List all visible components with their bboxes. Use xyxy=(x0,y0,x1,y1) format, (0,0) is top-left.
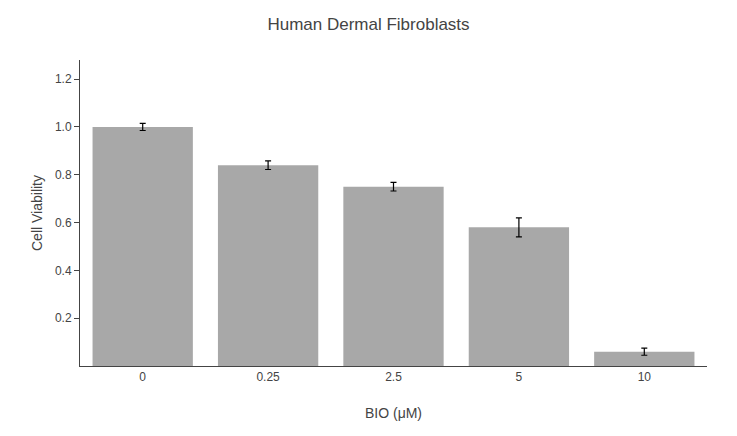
svg-text:0: 0 xyxy=(139,370,146,384)
svg-text:10: 10 xyxy=(638,370,652,384)
svg-text:1.0: 1.0 xyxy=(55,120,72,134)
svg-text:0.8: 0.8 xyxy=(55,168,72,182)
svg-text:0.6: 0.6 xyxy=(55,216,72,230)
svg-text:2.5: 2.5 xyxy=(385,370,402,384)
svg-text:0.25: 0.25 xyxy=(256,370,280,384)
svg-text:Cell Viability: Cell Viability xyxy=(29,175,45,251)
svg-text:5: 5 xyxy=(516,370,523,384)
svg-text:Human Dermal Fibroblasts: Human Dermal Fibroblasts xyxy=(267,15,469,34)
svg-text:0.2: 0.2 xyxy=(55,311,72,325)
svg-text:0.4: 0.4 xyxy=(55,264,72,278)
svg-text:1.2: 1.2 xyxy=(55,72,72,86)
svg-text:BIO (μM): BIO (μM) xyxy=(365,405,422,421)
